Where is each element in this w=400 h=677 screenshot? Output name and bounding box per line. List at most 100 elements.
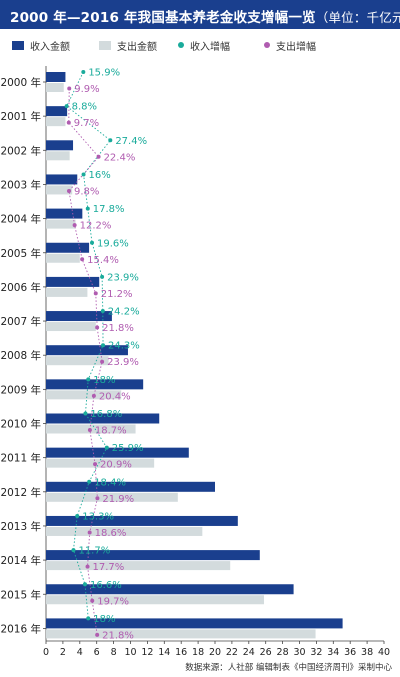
income-growth-point xyxy=(101,343,106,348)
expense-bar xyxy=(46,492,178,502)
expense-growth-label: 17.7% xyxy=(93,562,125,573)
income-bar xyxy=(46,140,74,151)
expense-growth-label: 21.9% xyxy=(102,494,134,505)
chart-title-main: 2000 年—2016 年我国基本养老金收支增幅一览 xyxy=(10,10,316,26)
income-bar xyxy=(46,447,189,458)
y-tick-label: 2010 年 xyxy=(0,418,41,431)
expense-growth-point xyxy=(87,530,92,535)
x-tick-label: 2 xyxy=(60,647,66,658)
income-growth-label: 17.8% xyxy=(93,204,125,215)
title-bar: 2000 年—2016 年我国基本养老金收支增幅一览（单位：千亿元） xyxy=(0,0,400,29)
chart-title-unit: （单位：千亿元） xyxy=(315,10,400,25)
income-bar xyxy=(46,72,66,82)
legend-label-income: 收入金额 xyxy=(30,42,70,53)
x-tick-label: 0 xyxy=(43,647,49,658)
expense-bar xyxy=(46,595,265,605)
income-growth-label: 15.9% xyxy=(88,68,120,79)
income-growth-point xyxy=(85,206,90,211)
expense-growth-label: 20.9% xyxy=(100,460,132,471)
y-tick-label: 2006 年 xyxy=(0,281,41,294)
x-tick-label: 36 xyxy=(344,647,356,658)
x-tick-label: 26 xyxy=(260,647,272,658)
y-tick-label: 2005 年 xyxy=(0,247,41,260)
income-bar xyxy=(46,276,100,287)
income-bar xyxy=(46,174,78,185)
income-growth-point xyxy=(100,274,105,279)
expense-bar xyxy=(46,151,70,161)
x-tick-label: 20 xyxy=(209,647,221,658)
income-growth-point xyxy=(82,582,87,587)
legend-swatch-expense xyxy=(99,41,111,50)
x-tick-label: 24 xyxy=(243,647,255,658)
income-growth-label: 16% xyxy=(89,170,111,181)
income-growth-label: 25.9% xyxy=(112,443,144,454)
income-bar xyxy=(46,345,128,356)
legend: 收入金额 支出金额 收入增幅 支出增幅 xyxy=(0,34,400,56)
income-bar xyxy=(46,584,294,595)
x-tick-label: 10 xyxy=(124,647,136,658)
expense-bar xyxy=(46,117,66,127)
x-tick-label: 14 xyxy=(158,647,170,658)
y-tick-label: 2016 年 xyxy=(0,622,41,635)
x-tick-label: 8 xyxy=(111,647,117,658)
income-growth-point xyxy=(86,616,91,621)
expense-growth-point xyxy=(87,428,92,432)
expense-bar xyxy=(46,185,73,195)
expense-growth-point xyxy=(66,120,71,125)
income-bar xyxy=(46,379,144,390)
x-tick-label: 28 xyxy=(277,647,289,658)
expense-bar xyxy=(46,561,231,571)
legend-dot-income-growth xyxy=(178,42,184,48)
expense-growth-label: 20.4% xyxy=(99,391,131,402)
x-tick-label: 34 xyxy=(327,647,339,658)
income-growth-label: 16.8% xyxy=(90,409,122,420)
expense-growth-label: 15.4% xyxy=(87,255,119,266)
legend-label-expense-growth: 支出增幅 xyxy=(276,42,316,53)
expense-growth-point xyxy=(95,496,100,501)
expense-growth-label: 9.9% xyxy=(74,84,99,95)
expense-growth-label: 21.2% xyxy=(101,289,133,300)
expense-growth-label: 12.2% xyxy=(80,221,112,232)
y-tick-label: 2008 年 xyxy=(0,349,41,362)
expense-growth-point xyxy=(91,393,96,398)
expense-growth-label: 18.7% xyxy=(95,426,127,437)
income-growth-label: 13.3% xyxy=(82,511,114,522)
income-growth-label: 18.4% xyxy=(94,477,126,488)
legend-label-income-growth: 收入增幅 xyxy=(190,42,230,53)
expense-growth-label: 21.8% xyxy=(102,323,134,334)
y-tick-label: 2014 年 xyxy=(0,554,41,567)
income-growth-label: 27.4% xyxy=(115,136,147,147)
legend-dot-expense-growth xyxy=(264,42,270,48)
expense-growth-point xyxy=(95,632,100,637)
income-growth-label: 16.6% xyxy=(90,580,122,591)
y-tick-label: 2002 年 xyxy=(0,144,41,157)
income-growth-label: 19.6% xyxy=(97,238,129,249)
income-growth-label: 18% xyxy=(93,375,115,386)
expense-growth-point xyxy=(67,188,72,193)
income-growth-point xyxy=(86,377,91,382)
income-growth-label: 11.7% xyxy=(78,546,110,557)
expense-bar xyxy=(46,390,122,400)
expense-bar xyxy=(46,356,109,366)
y-tick-label: 2003 年 xyxy=(0,178,41,191)
expense-growth-point xyxy=(96,154,101,159)
expense-bar xyxy=(46,287,88,297)
income-growth-point xyxy=(81,172,86,177)
y-tick-label: 2011 年 xyxy=(0,452,41,465)
legend-label-expense: 支出金额 xyxy=(117,42,157,53)
expense-growth-label: 21.8% xyxy=(102,630,134,641)
y-tick-label: 2000 年 xyxy=(0,76,41,89)
income-bar xyxy=(46,515,238,526)
x-tick-label: 22 xyxy=(226,647,238,658)
legend-swatch-income xyxy=(12,41,24,50)
x-tick-label: 16 xyxy=(175,647,187,658)
income-bar xyxy=(46,413,160,424)
income-growth-point xyxy=(75,513,80,518)
income-bar xyxy=(46,481,215,492)
x-tick-label: 12 xyxy=(141,647,153,658)
expense-growth-point xyxy=(85,564,90,569)
x-tick-label: 18 xyxy=(192,647,204,658)
expense-bar xyxy=(46,526,203,536)
source-note: 数据来源：人社部 编辑制表《中国经济周刊》采制中心 xyxy=(185,663,392,673)
x-tick-label: 32 xyxy=(310,647,322,658)
